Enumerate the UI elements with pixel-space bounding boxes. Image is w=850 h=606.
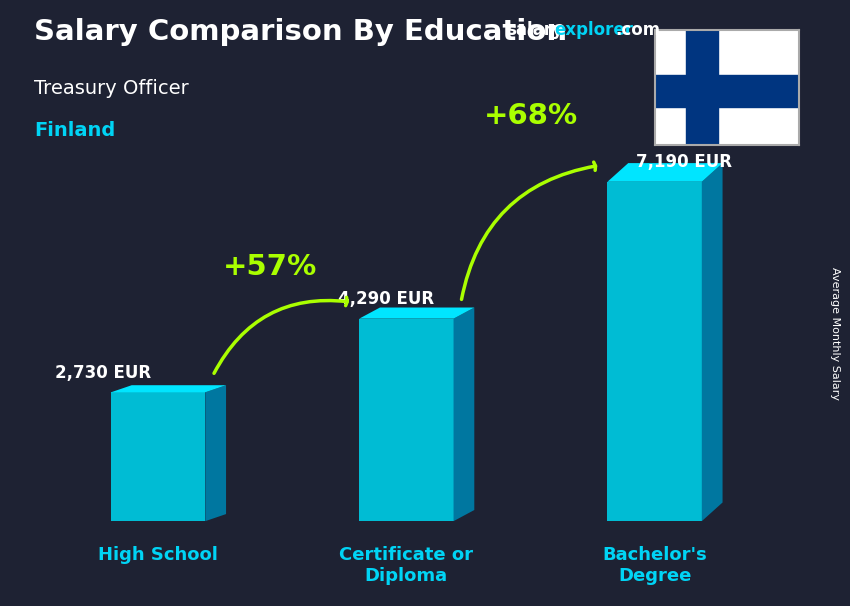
Polygon shape <box>111 392 206 521</box>
Polygon shape <box>206 385 226 521</box>
Text: 4,290 EUR: 4,290 EUR <box>338 290 434 308</box>
Text: salary: salary <box>506 21 563 39</box>
Polygon shape <box>702 163 722 521</box>
Bar <box>686 30 718 145</box>
Polygon shape <box>360 319 454 521</box>
Text: +57%: +57% <box>223 253 317 281</box>
Polygon shape <box>454 307 474 521</box>
Text: 2,730 EUR: 2,730 EUR <box>55 364 151 382</box>
Text: 7,190 EUR: 7,190 EUR <box>637 153 733 171</box>
Text: explorer: explorer <box>554 21 633 39</box>
Text: .com: .com <box>615 21 660 39</box>
Text: Salary Comparison By Education: Salary Comparison By Education <box>34 18 567 46</box>
Polygon shape <box>360 307 474 319</box>
Text: Treasury Officer: Treasury Officer <box>34 79 189 98</box>
Bar <box>654 75 799 107</box>
Polygon shape <box>608 182 702 521</box>
Text: Finland: Finland <box>34 121 116 140</box>
Text: Average Monthly Salary: Average Monthly Salary <box>830 267 840 400</box>
Text: +68%: +68% <box>484 102 577 130</box>
Polygon shape <box>111 385 226 392</box>
Polygon shape <box>608 163 722 182</box>
